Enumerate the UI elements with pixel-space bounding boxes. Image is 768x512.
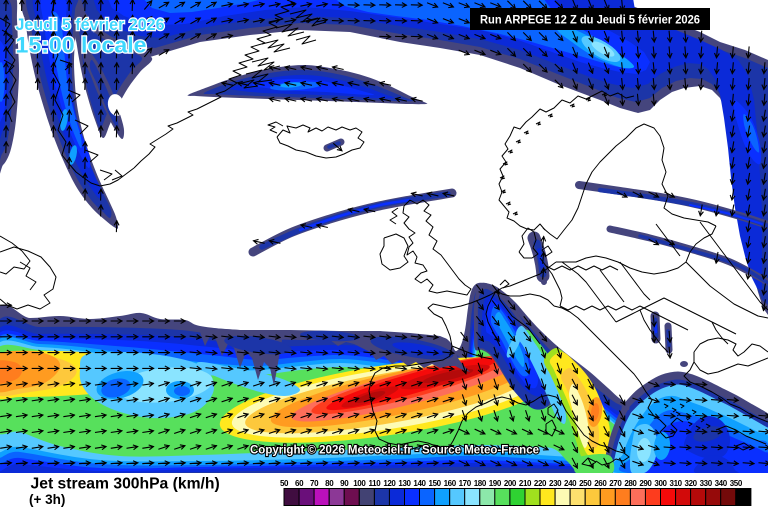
svg-text:310: 310 [670, 479, 683, 488]
svg-text:300: 300 [654, 479, 667, 488]
svg-text:220: 220 [534, 479, 547, 488]
svg-text:80: 80 [325, 479, 334, 488]
svg-text:70: 70 [310, 479, 319, 488]
svg-text:Run ARPEGE 12 Z du Jeudi 5 fév: Run ARPEGE 12 Z du Jeudi 5 février 2026 [480, 15, 700, 27]
svg-text:15:00 locale: 15:00 locale [16, 33, 147, 58]
svg-text:180: 180 [474, 479, 487, 488]
svg-text:210: 210 [519, 479, 532, 488]
svg-text:90: 90 [340, 479, 349, 488]
svg-text:110: 110 [369, 479, 382, 488]
svg-text:250: 250 [579, 479, 592, 488]
svg-text:140: 140 [413, 479, 426, 488]
svg-text:240: 240 [564, 479, 577, 488]
svg-text:230: 230 [549, 479, 562, 488]
svg-text:330: 330 [700, 479, 713, 488]
svg-text:Copyright © 2026 Meteociel.fr: Copyright © 2026 Meteociel.fr - Source M… [250, 443, 539, 457]
svg-text:270: 270 [609, 479, 622, 488]
svg-text:190: 190 [489, 479, 502, 488]
svg-text:Jeudi 5 février 2026: Jeudi 5 février 2026 [16, 15, 165, 34]
svg-text:260: 260 [594, 479, 607, 488]
svg-text:150: 150 [429, 479, 442, 488]
svg-text:340: 340 [715, 479, 728, 488]
svg-text:50: 50 [280, 479, 289, 488]
svg-text:170: 170 [459, 479, 472, 488]
svg-text:100: 100 [353, 479, 366, 488]
svg-text:160: 160 [444, 479, 457, 488]
svg-text:Jet stream 300hPa (km/h): Jet stream 300hPa (km/h) [31, 476, 220, 493]
svg-text:60: 60 [295, 479, 304, 488]
svg-text:120: 120 [383, 479, 396, 488]
svg-text:320: 320 [685, 479, 698, 488]
svg-text:130: 130 [398, 479, 411, 488]
svg-text:350: 350 [730, 479, 743, 488]
svg-text:280: 280 [624, 479, 637, 488]
svg-text:(+ 3h): (+ 3h) [29, 492, 65, 507]
svg-text:200: 200 [504, 479, 517, 488]
svg-text:290: 290 [639, 479, 652, 488]
